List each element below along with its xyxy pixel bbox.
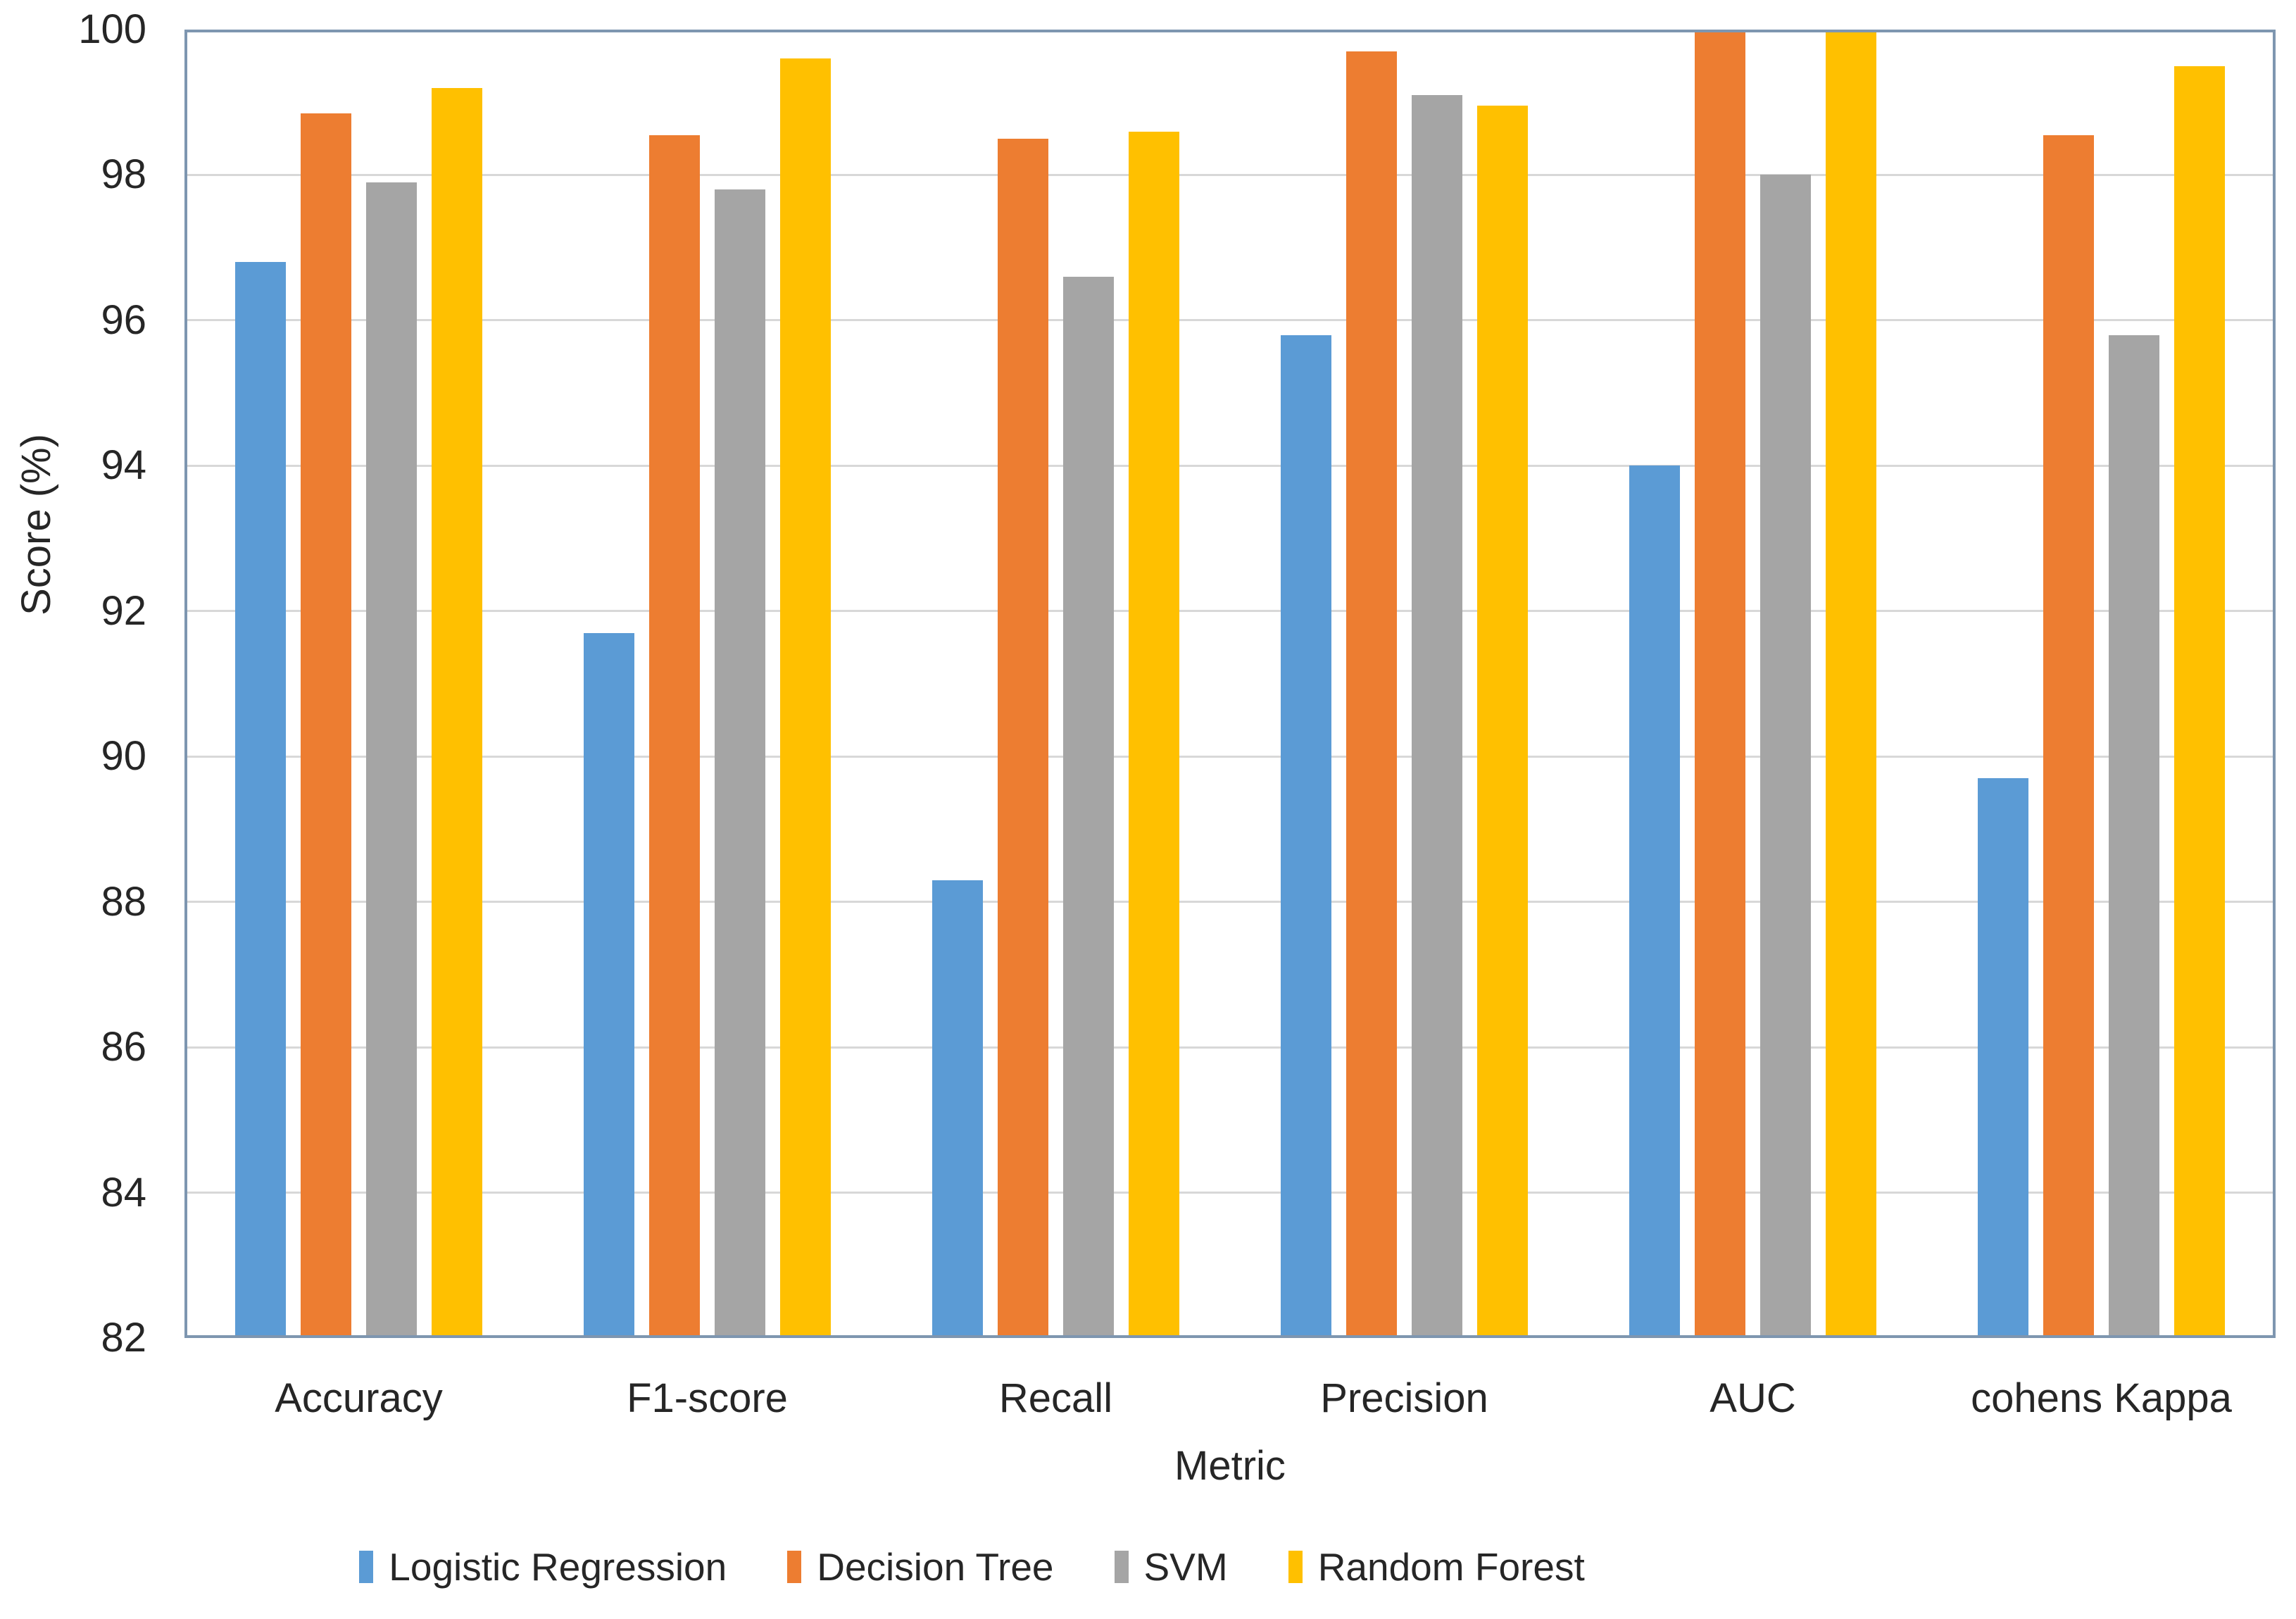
gridline	[184, 173, 2276, 176]
legend-swatch	[1114, 1551, 1129, 1583]
bar	[366, 182, 417, 1338]
legend-item: SVM	[1114, 1544, 1228, 1590]
bar	[235, 262, 286, 1338]
bar	[301, 113, 351, 1338]
bar	[2043, 135, 2094, 1338]
legend-item: Random Forest	[1288, 1544, 1585, 1590]
y-tick-label: 90	[101, 733, 146, 780]
x-category-label: F1-score	[627, 1375, 788, 1421]
legend-swatch	[1288, 1551, 1303, 1583]
legend: Logistic Regression Decision Tree SVM Rando…	[0, 1544, 2120, 1590]
bar	[932, 880, 983, 1338]
gridline	[184, 610, 2276, 613]
y-tick-label: 100	[78, 6, 146, 52]
gridline	[184, 464, 2276, 467]
legend-label: Logistic Regression	[389, 1545, 727, 1589]
x-category-label: Precision	[1320, 1375, 1488, 1421]
bar	[1695, 30, 1745, 1338]
legend-label: Decision Tree	[817, 1545, 1054, 1589]
bar	[1063, 276, 1114, 1338]
bar	[1477, 106, 1528, 1338]
y-tick-label: 92	[101, 587, 146, 634]
y-tick-label: 86	[101, 1024, 146, 1070]
bar	[998, 138, 1048, 1338]
bar	[1412, 94, 1462, 1338]
bar	[1978, 778, 2028, 1338]
y-tick-label: 88	[101, 878, 146, 925]
bar	[1281, 335, 1331, 1338]
x-category-label: Recall	[998, 1375, 1113, 1421]
bar	[780, 58, 831, 1338]
bar	[715, 189, 765, 1338]
bar	[1826, 30, 1876, 1338]
x-category-label: Accuracy	[275, 1375, 443, 1421]
x-category-label: AUC	[1710, 1375, 1796, 1421]
y-tick-label: 82	[101, 1315, 146, 1361]
legend-item: Decision Tree	[787, 1544, 1054, 1590]
gridline	[184, 901, 2276, 904]
bar	[432, 87, 482, 1338]
bar	[1346, 51, 1397, 1338]
bar	[1129, 131, 1179, 1338]
gridline	[184, 1192, 2276, 1194]
bar	[1629, 465, 1680, 1338]
legend-label: Random Forest	[1317, 1545, 1585, 1589]
legend-item: Logistic Regression	[359, 1544, 727, 1590]
legend-swatch	[359, 1551, 374, 1583]
bar	[2174, 65, 2225, 1338]
bar	[649, 135, 700, 1338]
gridline	[184, 319, 2276, 322]
y-tick-label: 98	[101, 151, 146, 198]
gridline	[184, 1046, 2276, 1049]
legend-label: SVM	[1143, 1545, 1228, 1589]
x-category-label: cohens Kappa	[1971, 1375, 2232, 1421]
y-tick-label: 94	[101, 442, 146, 489]
y-tick-label: 96	[101, 296, 146, 343]
bar	[2109, 335, 2159, 1338]
bar	[584, 632, 634, 1338]
plot-area-border	[184, 30, 2276, 1338]
bar	[1760, 175, 1811, 1338]
gridline	[184, 755, 2276, 758]
x-axis-title: Metric	[1174, 1443, 1286, 1489]
y-axis-title: Score (%)	[13, 434, 59, 615]
y-tick-label: 84	[101, 1169, 146, 1215]
legend-swatch	[787, 1551, 802, 1583]
